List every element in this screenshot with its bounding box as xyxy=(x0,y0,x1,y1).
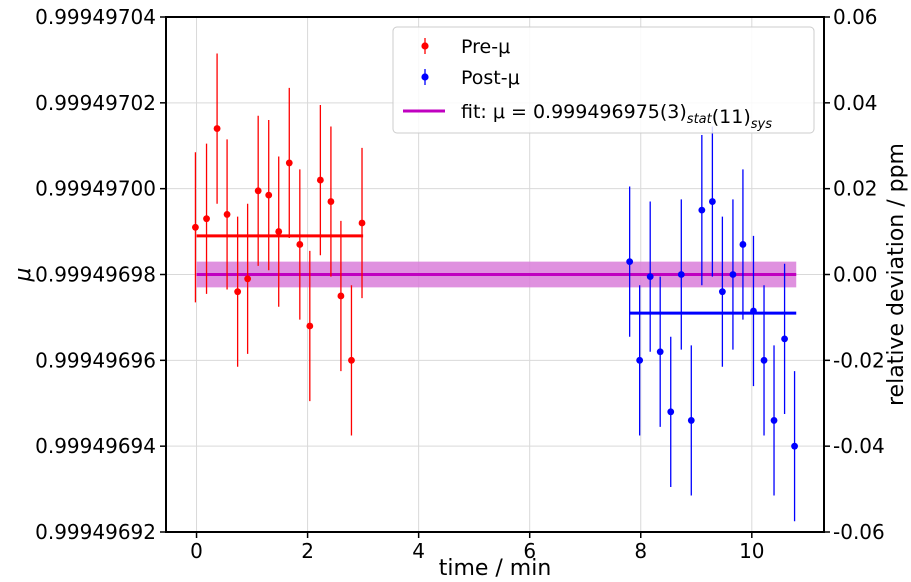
post-data-point xyxy=(687,417,695,424)
post-data-point xyxy=(626,258,634,266)
legend: Pre-μ Post-μ fit: μ = 0.999496975(3)stat(1… xyxy=(392,26,815,134)
y-right-tick-label: -0.06 xyxy=(833,520,885,544)
pre-data-point xyxy=(265,191,273,199)
y-right-tick-label: -0.02 xyxy=(833,348,885,372)
pre-data-point xyxy=(275,228,283,235)
pre-data-point xyxy=(203,215,210,223)
x-tick-label: 4 xyxy=(412,539,425,563)
axis-ticks: 0 2 4 6 8 10 0.99949692 0.99949694 0.99949696 0.9… xyxy=(35,5,885,563)
y-tick-label: 0.99949698 xyxy=(35,263,156,287)
legend-fit-text: (11) xyxy=(712,106,751,128)
y-tick-label: 0.99949702 xyxy=(35,91,156,115)
pre-data-point xyxy=(306,322,314,330)
post-data-point xyxy=(656,348,664,356)
post-data-point xyxy=(729,271,737,278)
post-data-point xyxy=(698,206,706,214)
x-axis-label: time / min xyxy=(439,556,552,581)
post-data-point xyxy=(781,335,788,343)
post-data-point xyxy=(718,288,726,296)
legend-fit-text: μ = 0.999496975(3) xyxy=(493,101,687,123)
pre-data-point xyxy=(348,356,355,364)
legend-box xyxy=(392,26,815,134)
post-data-point xyxy=(677,271,685,278)
y-right-tick-label: 0.06 xyxy=(833,5,878,29)
legend-fit-text: fit: xyxy=(461,101,493,123)
pre-data-point xyxy=(234,288,242,296)
y-tick-label: 0.99949700 xyxy=(35,177,156,201)
post-data-point xyxy=(667,408,675,416)
x-tick-label: 8 xyxy=(634,539,647,563)
post-data-point xyxy=(739,241,747,248)
pre-data-point xyxy=(244,275,252,283)
y-right-tick-label: -0.04 xyxy=(833,434,885,458)
y-tick-label: 0.99949694 xyxy=(35,434,156,458)
y-axis-right-label: relative deviation / ppm xyxy=(884,143,909,406)
post-data-point xyxy=(750,307,757,315)
y-tick-label: 0.99949696 xyxy=(35,348,156,372)
y-right-tick-label: 0.02 xyxy=(833,177,878,201)
pre-data-point xyxy=(285,159,293,167)
pre-data-point xyxy=(254,187,262,195)
legend-pre-label: Pre-μ xyxy=(461,36,510,58)
pre-data-point xyxy=(296,241,304,248)
x-tick-label: 6 xyxy=(523,539,536,563)
pre-data-point xyxy=(337,292,345,300)
data-points xyxy=(192,53,798,522)
legend-fit-subscript: sys xyxy=(751,117,772,132)
post-data-point xyxy=(791,442,798,450)
y-axis-label: μ xyxy=(11,268,36,283)
legend-fit-label: fit: μ = 0.999496975(3)stat(11)sys xyxy=(461,101,772,132)
y-tick-label: 0.99949692 xyxy=(35,520,156,544)
post-data-point xyxy=(760,356,768,364)
pre-data-point xyxy=(358,219,366,227)
y-right-tick-label: 0.04 xyxy=(833,91,878,115)
x-tick-label: 0 xyxy=(190,539,203,563)
pre-data-point xyxy=(223,211,231,218)
y-right-tick-label: 0.00 xyxy=(833,263,878,287)
pre-data-point xyxy=(327,198,335,205)
pre-data-point xyxy=(213,125,221,132)
x-tick-label: 2 xyxy=(301,539,314,563)
legend-pre-marker xyxy=(421,42,429,50)
x-tick-label: 10 xyxy=(739,539,764,563)
post-data-point xyxy=(708,198,716,205)
legend-fit-subscript: stat xyxy=(687,112,713,127)
legend-post-label: Post-μ xyxy=(461,67,520,89)
legend-post-marker xyxy=(421,73,429,81)
post-data-point xyxy=(636,356,644,364)
y-tick-label: 0.99949704 xyxy=(35,5,156,29)
pre-data-point xyxy=(316,176,324,184)
fit-band-and-line xyxy=(196,261,797,288)
post-data-point xyxy=(770,417,778,424)
post-data-point xyxy=(646,273,654,281)
pre-data-point xyxy=(192,223,199,231)
